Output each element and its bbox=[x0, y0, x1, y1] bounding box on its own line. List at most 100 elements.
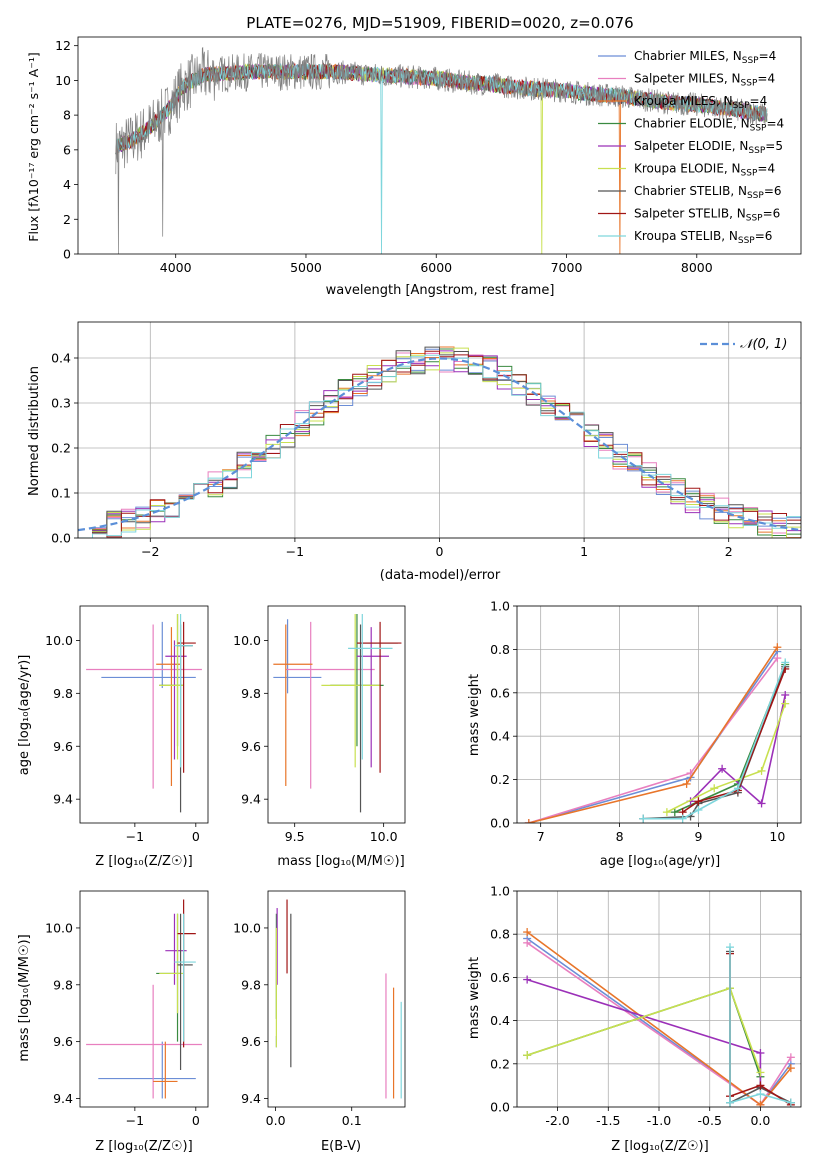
model-spectrum-line bbox=[115, 63, 768, 254]
x-tick-label: 0 bbox=[436, 544, 444, 559]
x-tick-label: 1 bbox=[580, 544, 588, 559]
x-tick-label: -0.5 bbox=[698, 1113, 722, 1128]
age-vs-metallicity-panel: Z [log₁₀(Z/Z☉)] age [log₁₀(age/yr)] −1 0 9… bbox=[17, 605, 209, 869]
figure-title: PLATE=0276, MJD=51909, FIBERID=0020, z=0… bbox=[246, 14, 633, 32]
x-tick-label: 9.5 bbox=[285, 829, 305, 844]
weight-line bbox=[690, 694, 786, 805]
mass-vs-ebv-xlabel: E(B-V) bbox=[321, 1139, 361, 1154]
axes-frame bbox=[79, 890, 209, 1108]
x-tick-label: -1.5 bbox=[596, 1113, 620, 1128]
y-tick-label: 0.8 bbox=[490, 642, 510, 657]
legend-name: Chabrier MILES, N bbox=[634, 49, 742, 63]
x-tick-label: -2.0 bbox=[545, 1113, 569, 1128]
x-tick-label: 0 bbox=[192, 1113, 200, 1128]
gaussian-curve bbox=[78, 357, 801, 532]
y-tick-label: 10.0 bbox=[45, 633, 73, 648]
spectrum-ylabel: Flux [fλ10⁻¹⁷ erg cm⁻² s⁻¹ A⁻¹] bbox=[26, 52, 41, 241]
y-tick-label: 0.6 bbox=[490, 970, 510, 985]
plot-area bbox=[273, 613, 402, 813]
axes-frame bbox=[77, 36, 802, 255]
mass-vs-ebv-panel: E(B-V) 0.0 0.1 9.4 9.6 9.8 10.0 bbox=[233, 890, 406, 1154]
legend-subscript: SSP bbox=[733, 101, 750, 111]
plot-area bbox=[78, 346, 801, 538]
legend-count: =5 bbox=[765, 139, 783, 153]
y-tick-label: 0 bbox=[63, 247, 71, 262]
axes-frame bbox=[516, 890, 802, 1108]
x-tick-label: 8 bbox=[616, 829, 624, 844]
y-tick-label: 9.8 bbox=[241, 686, 261, 701]
plot-area bbox=[86, 613, 202, 813]
y-tick-label: 9.4 bbox=[53, 1091, 73, 1106]
y-tick-label: 12 bbox=[55, 38, 71, 53]
legend-name: Kroupa STELIB, N bbox=[634, 229, 738, 243]
weight-vs-age-xlabel: age [log₁₀(age/yr)] bbox=[600, 854, 721, 869]
legend-subscript: SSP bbox=[748, 146, 765, 156]
y-tick-label: 0.0 bbox=[51, 531, 71, 546]
legend-entry: Chabrier STELIB, NSSP=6 bbox=[634, 184, 782, 201]
legend-subscript: SSP bbox=[742, 56, 759, 66]
y-tick-label: 9.4 bbox=[241, 792, 261, 807]
plot-area bbox=[523, 928, 795, 1107]
y-tick-label: 10 bbox=[55, 73, 71, 88]
x-tick-label: −1 bbox=[126, 1113, 144, 1128]
y-tick-label: 10.0 bbox=[233, 633, 261, 648]
legend-name: Kroupa ELODIE, N bbox=[634, 162, 741, 176]
legend-subscript: SSP bbox=[741, 169, 758, 179]
x-tick-label: 10 bbox=[769, 829, 785, 844]
x-tick-label: 0 bbox=[192, 829, 200, 844]
legend-entry: 𝒩(0, 1) bbox=[740, 337, 787, 352]
y-tick-label: 9.6 bbox=[53, 1034, 73, 1049]
plot-area bbox=[524, 643, 790, 823]
weight-line bbox=[674, 664, 786, 813]
plot-area bbox=[86, 899, 202, 1099]
weight-line bbox=[528, 657, 778, 823]
legend-entry: Salpeter ELODIE, NSSP=5 bbox=[634, 139, 783, 156]
legend-count: =4 bbox=[759, 49, 777, 63]
observed-spectrum-line bbox=[115, 46, 768, 254]
x-tick-label: 8000 bbox=[681, 260, 713, 275]
axes-frame bbox=[267, 890, 406, 1108]
y-tick-label: 8 bbox=[63, 108, 71, 123]
spectrum-xlabel: wavelength [Angstrom, rest frame] bbox=[326, 283, 555, 298]
weight-line bbox=[682, 668, 786, 813]
legend-name: Salpeter STELIB, N bbox=[634, 207, 746, 221]
y-tick-label: 4 bbox=[63, 177, 71, 192]
y-tick-label: 9.6 bbox=[241, 739, 261, 754]
y-tick-label: 10.0 bbox=[233, 920, 261, 935]
legend-count: =6 bbox=[763, 207, 781, 221]
weight-line bbox=[526, 987, 762, 1073]
y-tick-label: 9.6 bbox=[241, 1034, 261, 1049]
weight-line bbox=[729, 947, 792, 1104]
legend-name: Salpeter ELODIE, N bbox=[634, 139, 748, 153]
legend-subscript: SSP bbox=[746, 214, 763, 224]
y-tick-label: 0.4 bbox=[490, 729, 510, 744]
y-tick-label: 1.0 bbox=[490, 884, 510, 899]
age-vs-mass-xlabel: mass [log₁₀(M/M☉)] bbox=[277, 854, 404, 869]
axes-frame bbox=[267, 605, 406, 824]
y-tick-label: 9.6 bbox=[53, 739, 73, 754]
legend-subscript: SSP bbox=[750, 124, 767, 134]
x-tick-label: 0.0 bbox=[266, 1113, 286, 1128]
weight-vs-z-xlabel: Z [log₁₀(Z/Z☉)] bbox=[611, 1139, 708, 1154]
legend-count: =6 bbox=[764, 184, 782, 198]
weight-line bbox=[666, 703, 786, 813]
legend-name: Chabrier ELODIE, N bbox=[634, 117, 750, 131]
legend-entry: Salpeter STELIB, NSSP=6 bbox=[634, 207, 780, 224]
y-tick-label: 0.1 bbox=[51, 486, 71, 501]
legend-subscript: SSP bbox=[747, 191, 764, 201]
x-tick-label: 7 bbox=[537, 829, 545, 844]
legend-entry: Kroupa STELIB, NSSP=6 bbox=[634, 229, 772, 246]
x-tick-label: 0.1 bbox=[342, 1113, 362, 1128]
spectrum-panel: wavelength [Angstrom, rest frame] Flux [… bbox=[26, 36, 802, 298]
legend-subscript: SSP bbox=[741, 79, 758, 89]
legend-entry: Salpeter MILES, NSSP=4 bbox=[634, 72, 775, 89]
age-vs-z-xlabel: Z [log₁₀(Z/Z☉)] bbox=[95, 854, 192, 869]
y-tick-label: 0.4 bbox=[51, 351, 71, 366]
y-tick-label: 0.2 bbox=[51, 441, 71, 456]
y-tick-label: 0.4 bbox=[490, 1013, 510, 1028]
legend-name: Chabrier STELIB, N bbox=[634, 184, 747, 198]
age-vs-z-ylabel: age [log₁₀(age/yr)] bbox=[17, 655, 32, 776]
legend-count: =4 bbox=[757, 72, 775, 86]
